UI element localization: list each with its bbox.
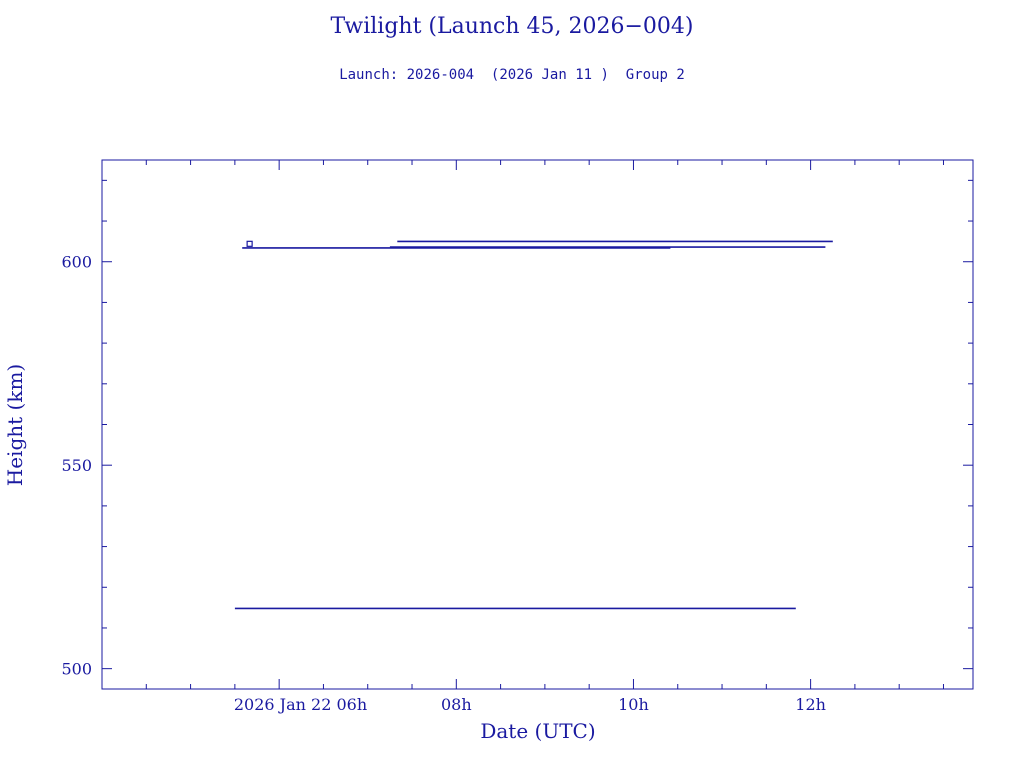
y-tick-label: 500: [61, 660, 92, 679]
axis-tick-labels: 500 550 600 2026 Jan 22 06h 08h 10h 12h: [61, 253, 825, 714]
x-tick-label: 08h: [441, 695, 472, 714]
x-tick-label: 10h: [618, 695, 649, 714]
y-axis-label: Height (km): [3, 364, 27, 486]
chart-subtitle: Launch: 2026-004 (2026 Jan 11 ) Group 2: [339, 67, 685, 83]
y-tick-label: 600: [61, 253, 92, 272]
y-tick-label: 550: [61, 456, 92, 475]
chart-title: Twilight (Launch 45, 2026−004): [330, 14, 694, 39]
x-tick-label: 2026 Jan 22 06h: [234, 695, 367, 714]
series-group: [234, 240, 833, 610]
x-tick-label: 12h: [795, 695, 826, 714]
x-axis-label: Date (UTC): [480, 719, 595, 743]
axis-ticks: [102, 160, 973, 689]
series-4-point: [246, 240, 253, 247]
plot-frame: [101, 159, 974, 690]
